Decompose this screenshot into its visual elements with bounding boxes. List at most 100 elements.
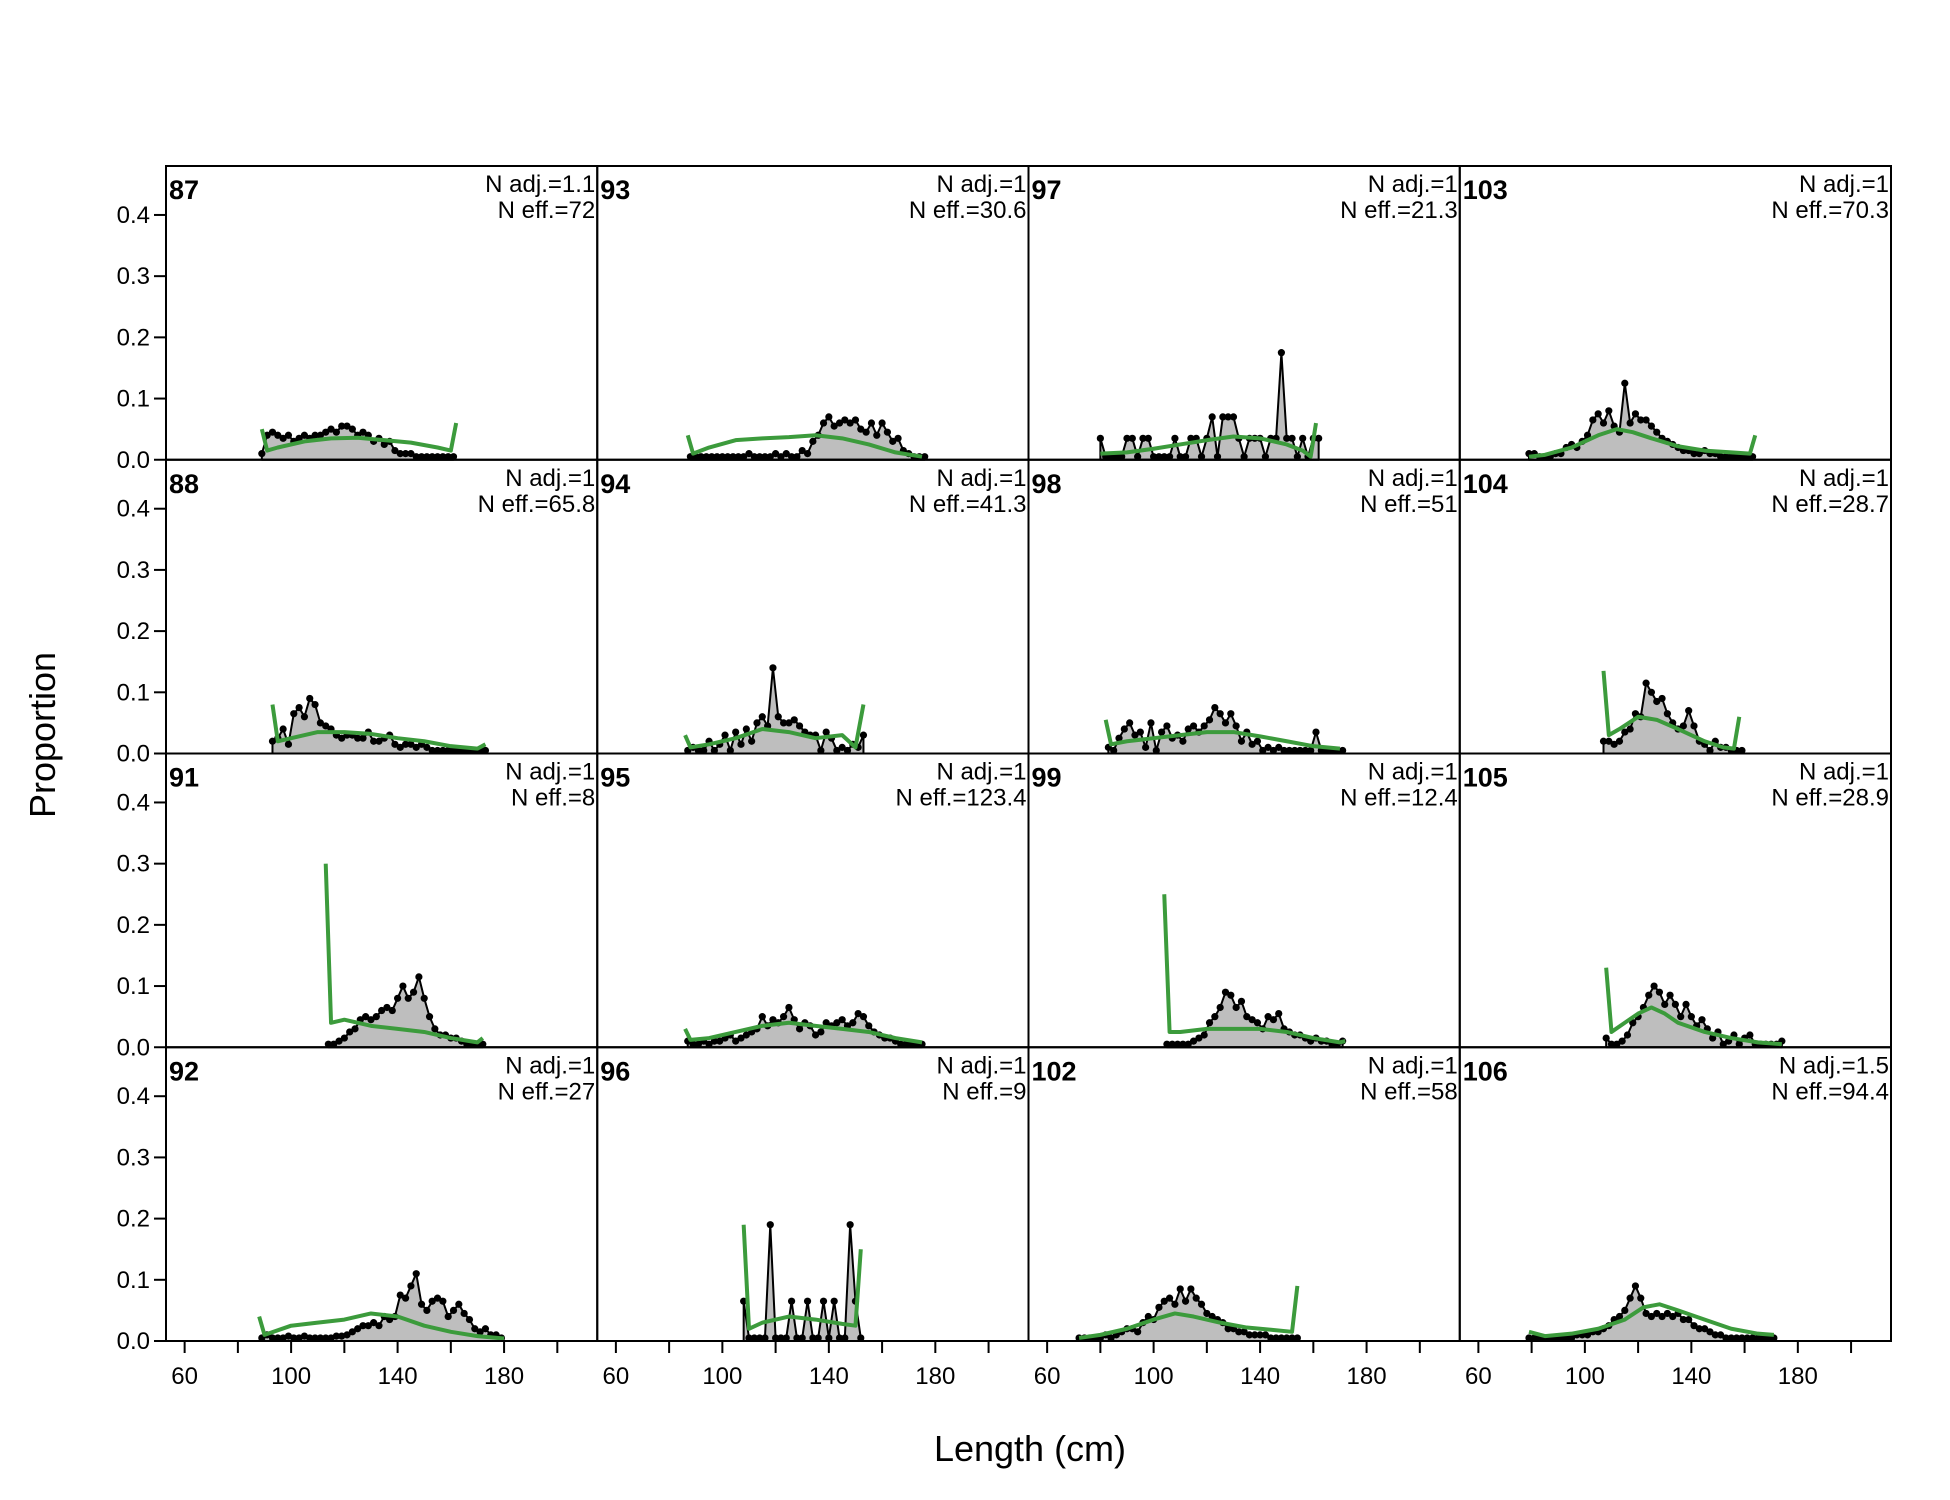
observed-point bbox=[1631, 1282, 1640, 1290]
observed-point bbox=[1706, 1328, 1714, 1336]
x-tick-label: 100 bbox=[271, 1363, 311, 1390]
n-adj-label: N adj.=1 bbox=[936, 1052, 1026, 1079]
observed-point bbox=[1248, 740, 1256, 748]
panel-label: 91 bbox=[169, 763, 199, 793]
observed-point bbox=[1189, 722, 1198, 730]
panel-label: 96 bbox=[600, 1056, 630, 1086]
observed-point bbox=[300, 713, 309, 721]
observed-point bbox=[274, 431, 282, 439]
observed-point bbox=[338, 734, 346, 742]
observed-point bbox=[700, 746, 708, 755]
x-tick-label: 140 bbox=[809, 1363, 849, 1390]
observed-point bbox=[1261, 1331, 1270, 1339]
panel-105: 105 N adj.=1N eff.=28.9 bbox=[1458, 752, 1892, 1049]
observed-point bbox=[702, 453, 710, 461]
observed-point bbox=[1227, 710, 1235, 718]
observed-point bbox=[1181, 453, 1190, 461]
y-tick-label: 0.1 bbox=[117, 386, 150, 413]
observed-point bbox=[835, 419, 844, 427]
observed-point bbox=[1655, 988, 1664, 996]
panel-95: 95 N adj.=1N eff.=123.4 bbox=[596, 752, 1030, 1049]
observed-point bbox=[412, 743, 420, 751]
observed-point bbox=[811, 1031, 820, 1039]
observed-point bbox=[1645, 991, 1653, 999]
observed-area bbox=[1602, 682, 1743, 755]
observed-point bbox=[782, 1334, 790, 1342]
observed-point bbox=[391, 446, 399, 455]
observed-point bbox=[1690, 722, 1698, 730]
observed-point bbox=[793, 453, 801, 461]
y-tick-label: 0.4 bbox=[117, 1083, 150, 1110]
observed-point bbox=[322, 1334, 330, 1342]
observed-point bbox=[1631, 410, 1640, 418]
panel-label: 97 bbox=[1032, 175, 1062, 205]
observed-point bbox=[1176, 1285, 1184, 1293]
observed-point bbox=[790, 716, 798, 724]
observed-point bbox=[1275, 743, 1283, 751]
observed-point bbox=[1605, 407, 1613, 415]
panel-label: 98 bbox=[1032, 469, 1062, 499]
panel-label: 103 bbox=[1463, 175, 1508, 205]
expected-line bbox=[1528, 427, 1758, 459]
observed-point bbox=[742, 725, 750, 733]
observed-point bbox=[417, 1300, 426, 1308]
observed-point bbox=[1232, 722, 1240, 730]
observed-point bbox=[1229, 413, 1238, 421]
observed-point bbox=[1224, 413, 1232, 421]
observed-point bbox=[716, 1037, 724, 1045]
observed-point bbox=[1613, 1040, 1621, 1048]
observed-point bbox=[721, 731, 729, 739]
observed-point bbox=[1719, 1040, 1727, 1048]
observed-point bbox=[1240, 1328, 1248, 1336]
x-tick-label: 60 bbox=[1465, 1363, 1492, 1390]
observed-point bbox=[1682, 1000, 1690, 1009]
observed-point bbox=[476, 1328, 484, 1336]
n-eff-label: N eff.=72 bbox=[498, 197, 596, 224]
x-tick-label: 180 bbox=[915, 1363, 955, 1390]
n-eff-label: N eff.=70.3 bbox=[1771, 197, 1889, 224]
observed-point bbox=[316, 719, 324, 727]
observed-point bbox=[1253, 1019, 1262, 1027]
observed-point bbox=[1583, 431, 1592, 439]
observed-point bbox=[1243, 1013, 1251, 1021]
n-adj-label: N adj.=1 bbox=[1799, 465, 1889, 492]
observed-point bbox=[1150, 453, 1158, 461]
observed-point bbox=[1701, 1325, 1709, 1333]
observed-point bbox=[740, 1297, 748, 1305]
observed-point bbox=[332, 1332, 340, 1340]
observed-point bbox=[1179, 1040, 1187, 1048]
observed-point bbox=[841, 416, 849, 424]
observed-point bbox=[833, 746, 841, 755]
observed-point bbox=[1621, 379, 1629, 387]
observed-point bbox=[1698, 1016, 1706, 1024]
expected-line bbox=[270, 704, 487, 751]
observed-point bbox=[439, 453, 447, 461]
observed-point bbox=[1165, 1294, 1174, 1302]
observed-point bbox=[1235, 1328, 1243, 1336]
n-eff-label: N eff.=21.3 bbox=[1340, 197, 1458, 224]
observed-point bbox=[1272, 1334, 1280, 1342]
observed-point bbox=[258, 450, 266, 458]
observed-point bbox=[417, 453, 426, 461]
n-adj-label: N adj.=1 bbox=[1368, 1052, 1458, 1079]
observed-point bbox=[777, 453, 785, 461]
observed-point bbox=[1155, 1303, 1163, 1311]
observed-point bbox=[1288, 1334, 1296, 1342]
observed-point bbox=[1144, 1312, 1152, 1321]
observed-point bbox=[1315, 434, 1323, 442]
observed-point bbox=[750, 1334, 758, 1342]
observed-point bbox=[409, 988, 418, 996]
observed-point bbox=[795, 722, 804, 730]
observed-point bbox=[846, 419, 854, 427]
observed-point bbox=[327, 425, 335, 433]
observed-point bbox=[439, 746, 447, 755]
observed-point bbox=[1128, 434, 1136, 442]
observed-point bbox=[1621, 1306, 1629, 1315]
observed-point bbox=[1296, 746, 1304, 755]
observed-point bbox=[1165, 453, 1174, 461]
observed-point bbox=[348, 425, 356, 433]
observed-point bbox=[1248, 1016, 1256, 1024]
panel-97: 97 N adj.=1N eff.=21.3 bbox=[1027, 165, 1461, 461]
observed-point bbox=[1711, 1331, 1719, 1339]
